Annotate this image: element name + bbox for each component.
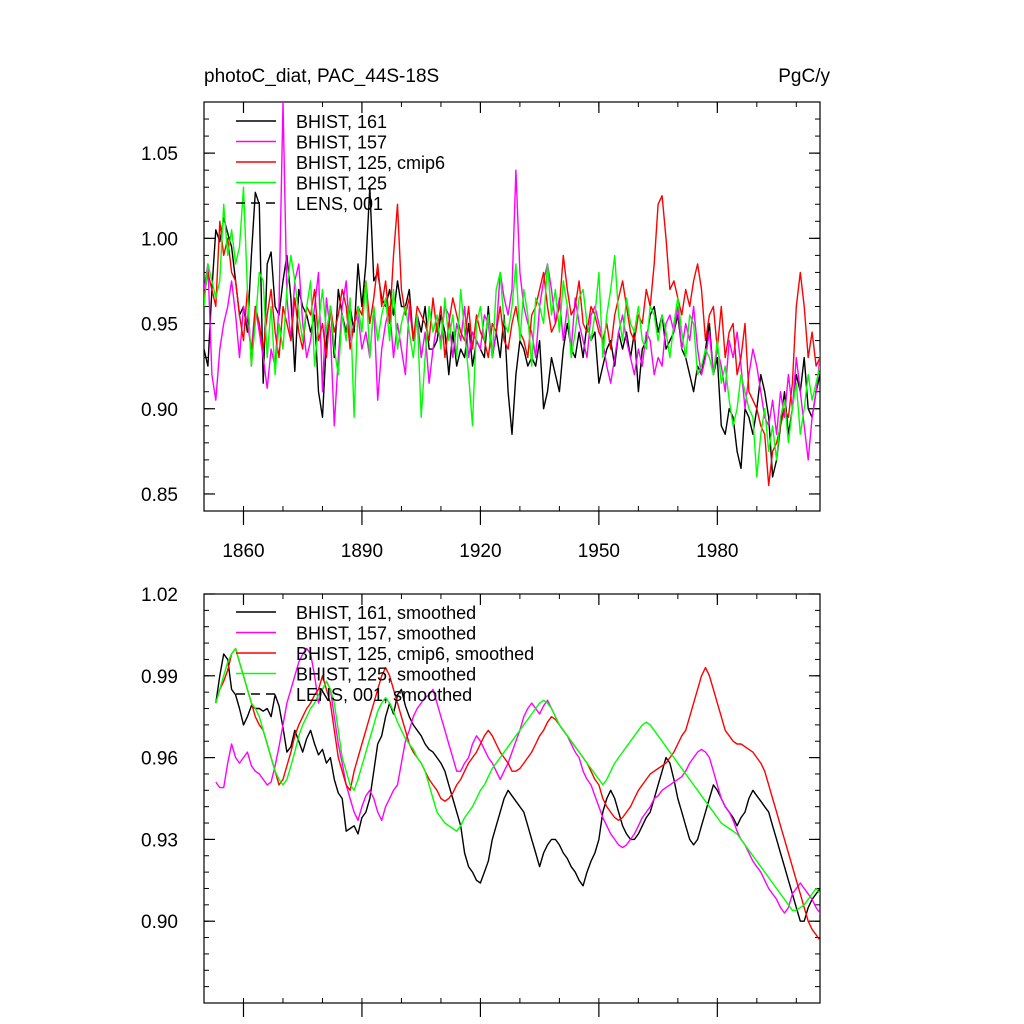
legend-label-bhist-157-smoothed: BHIST, 157, smoothed xyxy=(296,624,476,644)
y-tick-label: 0.96 xyxy=(141,749,178,770)
y-tick-label: 0.99 xyxy=(141,667,178,688)
series-line-bhist-125-cmip6-smoothed xyxy=(215,647,820,941)
legend-label-lens-001-smoothed: LENS, 001, smoothed xyxy=(296,685,472,705)
x-tick-label: 1980 xyxy=(696,541,738,562)
x-tick-label: 1890 xyxy=(341,541,383,562)
series-line-bhist-125-smoothed xyxy=(215,647,820,911)
series-line-bhist-125 xyxy=(204,186,820,478)
legend-label-bhist-161: BHIST, 161 xyxy=(296,112,387,132)
legend-label-bhist-125-smoothed: BHIST, 125, smoothed xyxy=(296,665,476,685)
legend-label-bhist-125: BHIST, 125 xyxy=(296,174,387,194)
y-tick-label: 0.85 xyxy=(141,485,178,506)
bottom-panel: 0.90 0.93 0.96 0.99 1.02 BHIST, 161, smoothed… xyxy=(141,585,821,1017)
y-tick-label: 1.00 xyxy=(141,229,178,250)
series-line-bhist-157 xyxy=(204,102,820,461)
series-group xyxy=(204,102,820,487)
y-tick-label: 0.93 xyxy=(141,830,178,851)
x-tick-label: 1860 xyxy=(222,541,264,562)
y-tick-label: 1.02 xyxy=(141,585,178,606)
series-line-bhist-161-smoothed xyxy=(215,653,820,922)
series-group xyxy=(215,647,820,941)
legend-label-bhist-125-cmip6-smoothed: BHIST, 125, cmip6, smoothed xyxy=(296,644,534,664)
legend-label-bhist-125-cmip6: BHIST, 125, cmip6 xyxy=(296,153,445,173)
y-tick-label: 1.05 xyxy=(141,144,178,165)
legend-label-bhist-157: BHIST, 157 xyxy=(296,133,387,153)
y-tick-label: 0.90 xyxy=(141,912,178,933)
plot-frame xyxy=(203,593,821,1004)
y-tick-label: 0.95 xyxy=(141,315,178,336)
y-tick-label: 0.90 xyxy=(141,400,178,421)
series-line-bhist-125-cmip6 xyxy=(204,194,820,487)
series-line-bhist-161 xyxy=(204,186,820,478)
legend-label-lens-001: LENS, 001 xyxy=(296,194,383,214)
units-label: PgC/y xyxy=(778,66,830,87)
x-tick-label: 1950 xyxy=(578,541,620,562)
chart-title: photoC_diat, PAC_44S-18S xyxy=(204,66,440,87)
top-panel: 0.85 0.90 0.95 1.00 1.05 1860 1890 1920 1950 1980… xyxy=(141,101,821,562)
legend-label-bhist-161-smoothed: BHIST, 161, smoothed xyxy=(296,603,476,623)
x-tick-label: 1920 xyxy=(459,541,501,562)
